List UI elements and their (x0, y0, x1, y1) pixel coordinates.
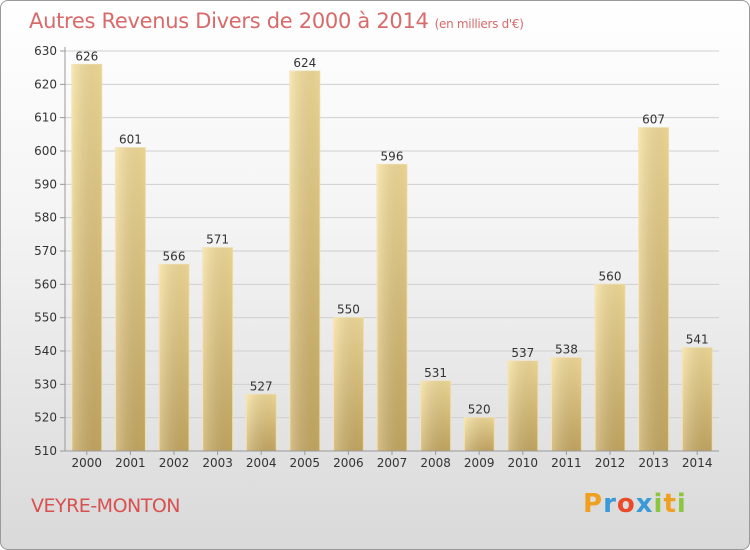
x-tick-label: 2007 (377, 456, 408, 470)
y-tick-label: 620 (34, 77, 57, 91)
x-tick-label: 2001 (115, 456, 146, 470)
x-tick-label: 2006 (333, 456, 364, 470)
logo-letter: t (663, 489, 677, 519)
bar-shade (420, 381, 451, 451)
logo-letter: x (635, 489, 654, 519)
y-tick-label: 570 (34, 244, 57, 258)
bar-shade (682, 347, 713, 451)
bars-layer (71, 63, 713, 452)
bar-value-label: 601 (119, 133, 142, 147)
bar-value-label: 550 (337, 303, 360, 317)
proxiti-logo: Proxiti (583, 489, 687, 519)
y-tick-label: 630 (34, 44, 57, 58)
bar-shade (507, 361, 538, 451)
bar-value-label: 596 (381, 149, 404, 163)
bar-value-label: 571 (206, 233, 229, 247)
x-tick-label: 2008 (420, 456, 451, 470)
y-tick-label: 540 (34, 344, 57, 358)
y-tick-label: 530 (34, 377, 57, 391)
bar-shade (71, 64, 102, 452)
bar-value-label: 566 (163, 249, 186, 263)
logo-letter: P (583, 489, 604, 519)
bar-shade (159, 264, 189, 451)
x-tick-label: 2012 (595, 456, 626, 470)
logo-letter: r (603, 489, 617, 519)
logo-letter: i (676, 489, 687, 519)
y-tick-label: 550 (34, 311, 57, 325)
x-tick-label: 2014 (682, 456, 713, 470)
logo-letter: o (616, 489, 636, 519)
bar-value-label: 538 (555, 343, 578, 357)
bar-value-label: 527 (250, 379, 273, 393)
bar-value-label: 520 (468, 403, 491, 417)
bar-shade (202, 247, 233, 451)
bar-shade (377, 164, 407, 452)
bar-value-label: 537 (511, 346, 534, 360)
bar-shade (333, 317, 364, 451)
y-tick-label: 520 (34, 411, 57, 425)
bar-value-label: 531 (424, 366, 447, 380)
x-tick-label: 2005 (290, 456, 321, 470)
chart-subtitle: (en milliers d'€) (434, 17, 524, 31)
bar-value-label: 607 (642, 113, 665, 127)
bar-value-label: 626 (75, 49, 98, 63)
x-tick-label: 2010 (508, 456, 539, 470)
x-tick-label: 2011 (551, 456, 582, 470)
x-tick-label: 2004 (246, 456, 277, 470)
axis-layer: 510 520 530 540 550 560 570 580 590 600 610 620 630 2… (34, 44, 719, 470)
x-tick-label: 2000 (72, 456, 103, 470)
chart-title: Autres Revenus Divers de 2000 à 2014 (en … (29, 9, 524, 33)
x-tick-label: 2002 (159, 456, 190, 470)
bar-shade (246, 394, 277, 451)
bar-shade (115, 147, 146, 451)
bar-shade (595, 284, 625, 451)
bar-shade (464, 417, 495, 451)
bar-shade (289, 71, 320, 451)
bar-value-label: 560 (599, 269, 622, 283)
y-tick-label: 560 (34, 277, 57, 291)
bar-shade (638, 127, 669, 452)
bar-shade (551, 357, 582, 451)
x-tick-label: 2013 (638, 456, 669, 470)
x-tick-label: 2003 (202, 456, 233, 470)
bar-value-label: 624 (293, 56, 316, 70)
labels-layer: 626 601 566 571 527 624 550 596 531 520 537 538 560 6… (75, 49, 708, 416)
y-tick-label: 590 (34, 177, 57, 191)
y-tick-label: 510 (34, 444, 57, 458)
logo-letter: i (653, 489, 664, 519)
y-tick-label: 610 (34, 111, 57, 125)
x-tick-label: 2009 (464, 456, 495, 470)
y-tick-label: 580 (34, 211, 57, 225)
chart-title-text: Autres Revenus Divers de 2000 à 2014 (29, 9, 429, 33)
y-tick-label: 600 (34, 144, 57, 158)
bar-value-label: 541 (686, 333, 709, 347)
town-name: VEYRE-MONTON (31, 495, 181, 517)
